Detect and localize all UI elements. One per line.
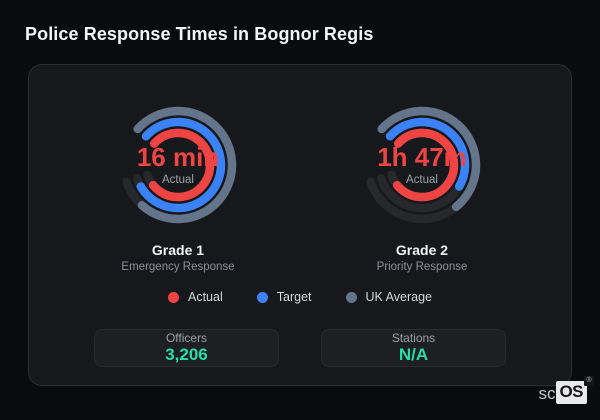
logo-prefix: sc — [538, 384, 556, 403]
scos-logo: sc OS ® — [538, 376, 594, 404]
stat-box-officers: Officers 3,206 — [94, 329, 279, 367]
stat-box-stations: Stations N/A — [321, 329, 506, 367]
stats-row: Officers 3,206 Stations N/A — [94, 329, 506, 367]
gauge-title: Grade 1 — [151, 242, 205, 258]
gauge-chart-icon — [119, 106, 237, 224]
legend-item-actual: Actual — [168, 290, 223, 304]
legend-label: Target — [276, 290, 312, 304]
gauges-row: 16 min Actual Grade 1 Emergency Response… — [29, 103, 571, 273]
response-times-card: 16 min Actual Grade 1 Emergency Response… — [28, 64, 572, 386]
logo-suffix: OS — [559, 382, 583, 401]
gauge-subtitle: Priority Response — [376, 261, 468, 273]
uk-average-dot-icon — [345, 291, 357, 303]
gauge-rings-grade-1: 16 min Actual — [116, 103, 240, 227]
gauge-title: Grade 2 — [395, 242, 449, 258]
stat-value: N/A — [398, 345, 429, 365]
gauge-subtitle: Emergency Response — [121, 261, 235, 273]
gauge-chart-icon — [363, 106, 481, 224]
registered-mark-icon: ® — [584, 376, 594, 386]
gauge-rings-grade-2: 1h 47m Actual — [360, 103, 484, 227]
actual-dot-icon — [168, 291, 179, 303]
legend-label: UK Average — [365, 290, 432, 304]
stat-label: Stations — [391, 331, 436, 346]
target-dot-icon — [256, 291, 268, 303]
legend: Actual Target UK Average — [168, 290, 432, 304]
legend-item-target: Target — [256, 290, 312, 304]
gauge-grade-1: 16 min Actual Grade 1 Emergency Response — [83, 103, 273, 273]
legend-item-uk-average: UK Average — [345, 290, 432, 304]
stat-label: Officers — [165, 331, 208, 346]
page-title: Police Response Times in Bognor Regis — [25, 24, 374, 44]
legend-label: Actual — [188, 290, 223, 304]
stat-value: 3,206 — [165, 345, 208, 365]
gauge-grade-2: 1h 47m Actual Grade 2 Priority Response — [327, 103, 517, 273]
logo-os-box: OS ® — [556, 376, 594, 404]
